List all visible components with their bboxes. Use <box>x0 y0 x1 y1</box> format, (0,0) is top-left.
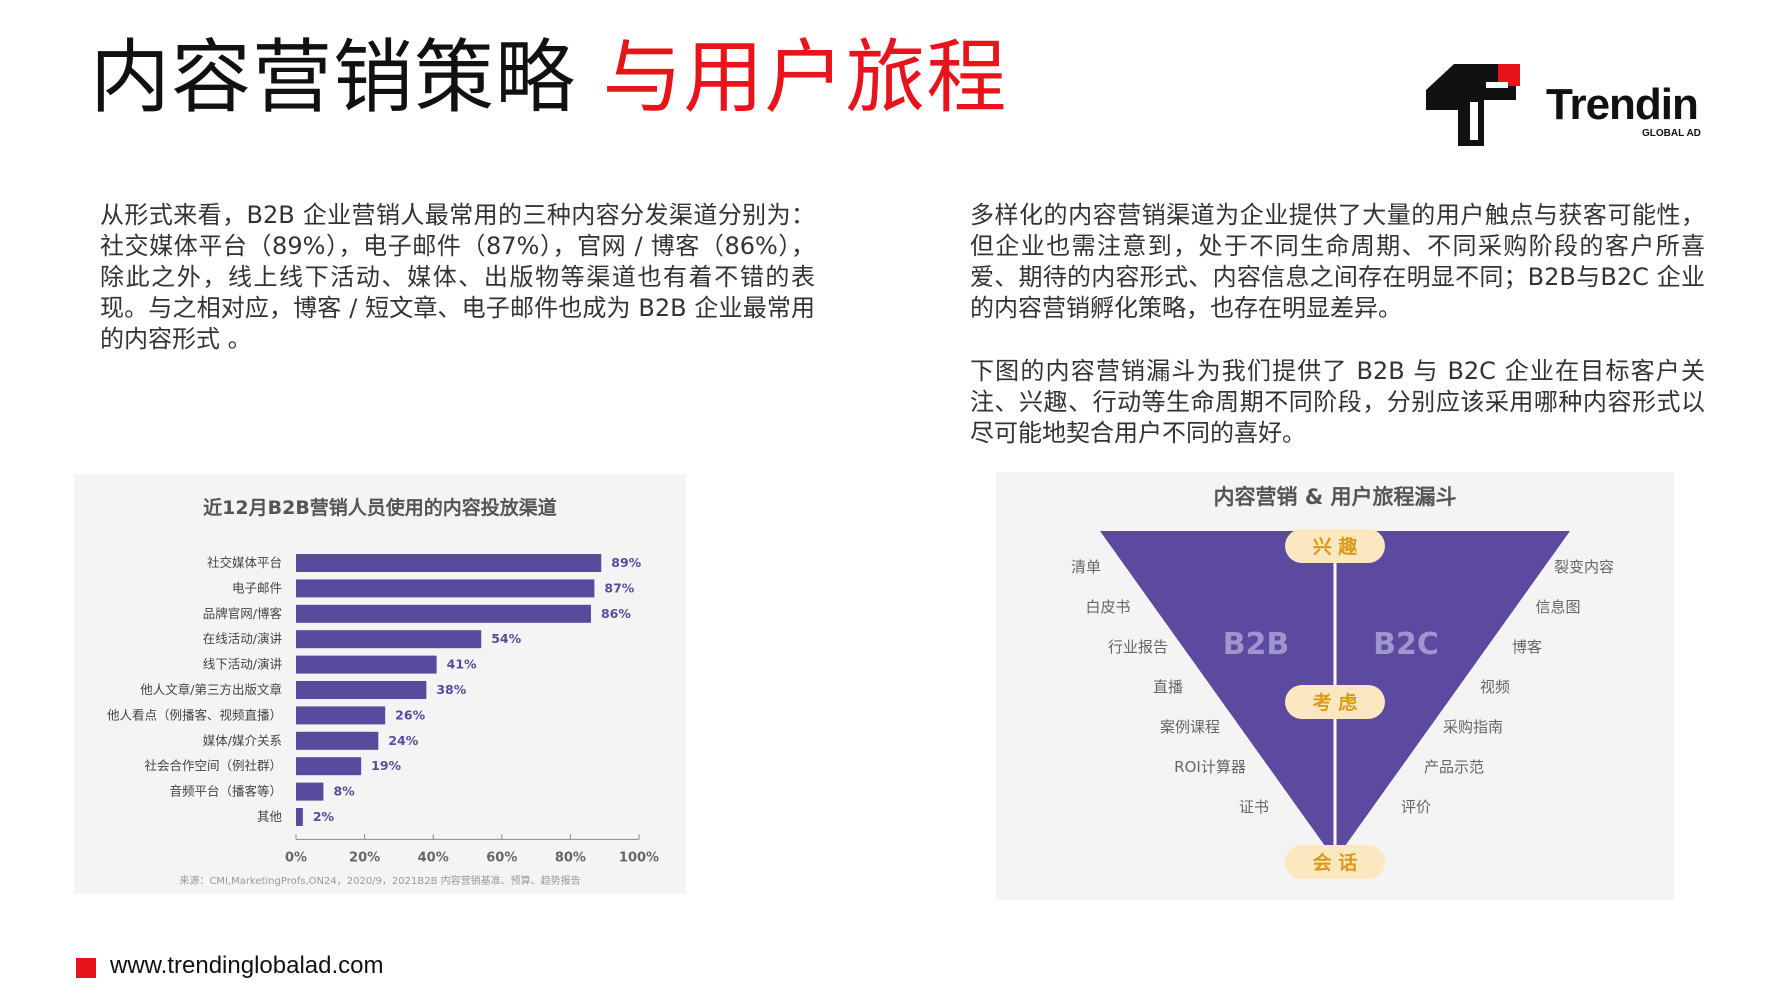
funnel-stage-label: 会 话 <box>1313 851 1358 874</box>
x-tick-label: 60% <box>486 850 517 865</box>
funnel-stage-label: 兴 趣 <box>1313 535 1359 558</box>
funnel-stage-pill <box>1285 685 1385 719</box>
x-tick-label: 40% <box>418 850 449 865</box>
bar-value-label: 54% <box>491 631 521 646</box>
bar-value-label: 89% <box>611 555 641 570</box>
bar <box>296 554 602 572</box>
footer-url-link[interactable]: www.trendinglobalad.com <box>110 952 384 979</box>
x-tick-label: 20% <box>349 850 380 865</box>
bar-category-label: 社会合作空间（例社群） <box>144 758 282 773</box>
bar-value-label: 38% <box>436 682 466 697</box>
funnel-side-b2b: B2B <box>1223 627 1290 662</box>
right-paragraph-1: 多样化的内容营销渠道为企业提供了大量的用户触点与获客可能性，但企业也需注意到，处… <box>970 201 1705 322</box>
bar <box>296 579 595 598</box>
funnel-left-item: 行业报告 <box>1108 638 1168 656</box>
funnel-right-item: 评价 <box>1401 798 1431 816</box>
bar-chart-card: 近12月B2B营销人员使用的内容投放渠道 社交媒体平台 89% 电子邮件 87% 品牌官… <box>74 474 686 894</box>
brand-logo: Trendin GLOBAL AD <box>1420 62 1720 152</box>
bar-value-label: 2% <box>313 809 335 824</box>
funnel-left-item: 案例课程 <box>1160 718 1220 736</box>
bar-category-label: 音频平台（播客等） <box>169 784 282 799</box>
funnel-diagram: 内容营销 & 用户旅程漏斗 B2B B2C 兴 趣考 虑会 话 清单白皮书行业报… <box>1071 485 1614 879</box>
funnel-right-item: 博客 <box>1512 638 1542 656</box>
bar <box>296 782 324 801</box>
bar-value-label: 86% <box>601 606 631 621</box>
bar-value-label: 24% <box>388 733 418 748</box>
funnel-title: 内容营销 & 用户旅程漏斗 <box>1214 485 1457 509</box>
bar-category-label: 电子邮件 <box>232 580 282 595</box>
bar <box>296 630 482 649</box>
bar <box>296 731 379 750</box>
bar <box>296 757 362 776</box>
funnel-left-item: ROI计算器 <box>1174 758 1246 776</box>
bar-value-label: 19% <box>371 758 401 773</box>
bar-category-label: 品牌官网/博客 <box>203 606 283 621</box>
logo-subtitle: GLOBAL AD <box>1642 128 1701 139</box>
logo-wordmark: Trendin <box>1546 80 1699 129</box>
funnel-card: 内容营销 & 用户旅程漏斗 B2B B2C 兴 趣考 虑会 话 清单白皮书行业报… <box>996 472 1674 900</box>
page-title: 内容营销策略 与用户旅程 <box>90 30 1007 126</box>
bar-chart: 近12月B2B营销人员使用的内容投放渠道 社交媒体平台 89% 电子邮件 87% 品牌官… <box>107 496 659 887</box>
bar <box>296 681 427 699</box>
funnel-side-b2c: B2C <box>1373 627 1439 662</box>
bar <box>296 706 386 725</box>
funnel-left-item: 直播 <box>1153 678 1183 696</box>
funnel-right-item: 视频 <box>1480 678 1510 696</box>
left-paragraph: 从形式来看，B2B 企业营销人最常用的三种内容分发渠道分别为：社交媒体平台（89… <box>100 201 815 353</box>
bar-category-label: 在线活动/演讲 <box>203 631 282 646</box>
funnel-stage-pill <box>1285 529 1385 563</box>
x-tick-label: 80% <box>555 850 586 865</box>
funnel-right-item: 采购指南 <box>1443 718 1503 736</box>
bar-category-label: 他人看点（例播客、视频直播） <box>107 707 282 722</box>
funnel-right-item: 裂变内容 <box>1554 558 1614 576</box>
x-tick-label: 0% <box>285 850 307 865</box>
bar-category-label: 社交媒体平台 <box>207 555 282 570</box>
bar-value-label: 41% <box>447 657 477 672</box>
footer-accent-square <box>76 958 96 978</box>
bar-category-label: 媒体/媒介关系 <box>203 733 282 748</box>
title-highlight: 与用户旅程 <box>602 31 1008 124</box>
chart-title: 近12月B2B营销人员使用的内容投放渠道 <box>203 496 557 519</box>
bar <box>296 604 591 623</box>
funnel-left-item: 证书 <box>1239 798 1269 816</box>
bar-value-label: 87% <box>604 580 634 595</box>
trendin-logo-icon <box>1426 64 1520 146</box>
funnel-stage-label: 考 虑 <box>1313 691 1358 714</box>
bar-category-label: 线下活动/演讲 <box>203 657 282 672</box>
bar-category-label: 其他 <box>257 809 283 824</box>
funnel-left-item: 清单 <box>1071 558 1101 576</box>
funnel-right-item: 信息图 <box>1535 598 1580 616</box>
funnel-right-item: 产品示范 <box>1424 758 1484 776</box>
bar-value-label: 8% <box>333 784 355 799</box>
bar-category-label: 他人文章/第三方出版文章 <box>140 682 282 697</box>
right-paragraph-2: 下图的内容营销漏斗为我们提供了 B2B 与 B2C 企业在目标客户关注、兴趣、行… <box>970 357 1705 447</box>
bar <box>296 655 437 674</box>
chart-source: 来源：CMI,MarketingProfs,ON24，2020/9，2021B2… <box>179 874 580 887</box>
x-tick-label: 100% <box>619 850 659 865</box>
funnel-left-item: 白皮书 <box>1085 598 1130 616</box>
bar <box>296 808 303 826</box>
title-main: 内容营销策略 <box>90 31 576 124</box>
funnel-stage-pill <box>1285 845 1385 879</box>
bar-value-label: 26% <box>395 707 425 722</box>
